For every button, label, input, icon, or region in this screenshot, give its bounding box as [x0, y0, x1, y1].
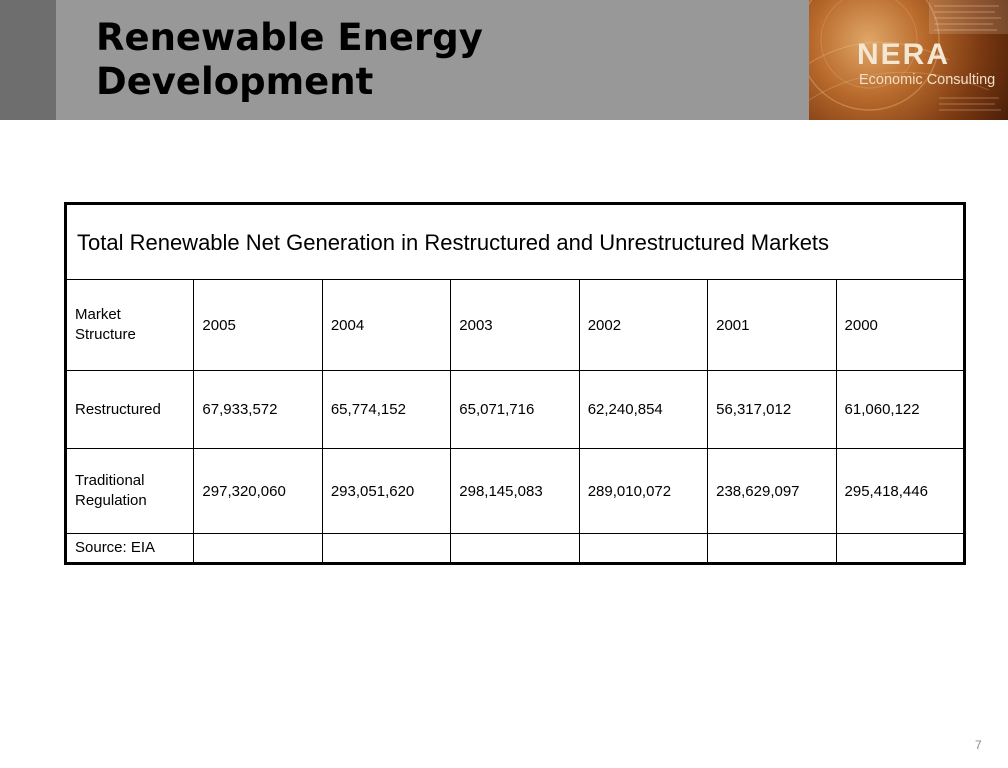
- value-cell: 65,071,716: [450, 370, 580, 449]
- header-year-cell: 2002: [578, 279, 709, 371]
- value-cell: 65,774,152: [321, 370, 452, 449]
- table-source-row: Source: EIA: [64, 533, 966, 564]
- logo-background-graphic: [809, 0, 1008, 111]
- slide-title: Renewable Energy Development: [96, 16, 483, 103]
- row-label-cell: Traditional Regulation: [64, 448, 195, 534]
- header-year-cell: 2003: [450, 279, 580, 371]
- header-year-cell: 2001: [707, 279, 837, 371]
- slide-header: Renewable Energy Development NERA Econom…: [0, 0, 1008, 120]
- value-cell: 293,051,620: [321, 448, 452, 534]
- value-cell: 295,418,446: [835, 448, 966, 534]
- row-label-cell: Restructured: [64, 370, 195, 449]
- header-accent-band: [0, 0, 56, 120]
- empty-cell: [707, 533, 837, 564]
- page-number: 7: [975, 738, 982, 752]
- empty-cell: [578, 533, 709, 564]
- nera-logo: NERA Economic Consulting: [809, 0, 1008, 120]
- header-year-cell: 2005: [193, 279, 323, 371]
- empty-cell: [835, 533, 966, 564]
- value-cell: 297,320,060: [193, 448, 323, 534]
- logo-subtitle: Economic Consulting: [859, 72, 996, 88]
- value-cell: 238,629,097: [707, 448, 837, 534]
- value-cell: 298,145,083: [450, 448, 580, 534]
- header-year-cell: 2000: [835, 279, 966, 371]
- header-label-cell: Market Structure: [64, 279, 195, 371]
- empty-cell: [193, 533, 323, 564]
- empty-cell: [450, 533, 580, 564]
- table-row: Restructured 67,933,572 65,774,152 65,07…: [64, 370, 966, 449]
- table-header-row: Market Structure 2005 2004 2003 2002 200…: [64, 279, 966, 371]
- generation-table: Total Renewable Net Generation in Restru…: [64, 202, 966, 565]
- table-caption: Total Renewable Net Generation in Restru…: [65, 203, 965, 280]
- table-caption-row: Total Renewable Net Generation in Restru…: [65, 203, 965, 280]
- value-cell: 56,317,012: [707, 370, 837, 449]
- value-cell: 61,060,122: [835, 370, 966, 449]
- source-cell: Source: EIA: [64, 533, 195, 564]
- value-cell: 289,010,072: [578, 448, 709, 534]
- table-row: Traditional Regulation 297,320,060 293,0…: [64, 448, 966, 534]
- value-cell: 62,240,854: [578, 370, 709, 449]
- empty-cell: [321, 533, 452, 564]
- logo-name: NERA: [857, 38, 951, 71]
- value-cell: 67,933,572: [193, 370, 323, 449]
- generation-table-container: Total Renewable Net Generation in Restru…: [64, 202, 966, 565]
- header-year-cell: 2004: [321, 279, 452, 371]
